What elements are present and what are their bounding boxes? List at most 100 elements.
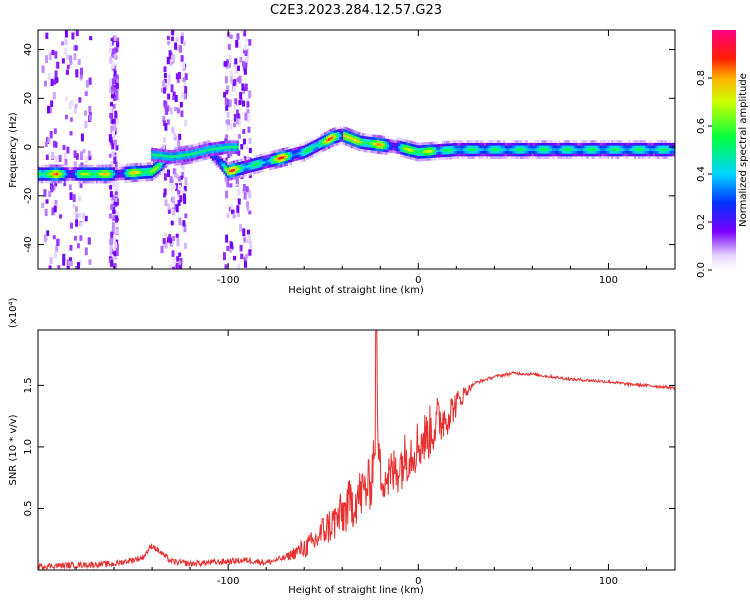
heatmap-ridge-cell [124, 166, 127, 170]
heatmap-ridge-cell [327, 135, 331, 139]
heatmap-ridge-cell [658, 153, 661, 157]
heatmap-noise-cell [88, 155, 92, 161]
heatmap-ridge-cell [270, 161, 274, 165]
heatmap-ridge-cell [65, 177, 68, 181]
heatmap-ridge-cell [316, 146, 319, 150]
heatmap-ridge-cell [537, 145, 540, 149]
heatmap-ridge-cell [538, 150, 542, 154]
heatmap-ridge-cell [474, 145, 477, 149]
heatmap-ridge-cell [409, 151, 412, 155]
heatmap-ridge-cell [320, 139, 323, 142]
heatmap-noise-cell [226, 179, 230, 188]
heatmap-ridge-cell [52, 175, 55, 179]
heatmap-noise-cell [174, 42, 178, 50]
heatmap-ridge-cell [415, 158, 418, 161]
heatmap-ridge-cell [343, 136, 346, 140]
heatmap-ridge-cell [630, 148, 633, 151]
heatmap-ridge-cell [280, 156, 283, 160]
heatmap-noise-cell [170, 182, 174, 191]
heatmap-ridge-cell [666, 156, 669, 160]
heatmap-noise-cell [183, 80, 187, 88]
heatmap-ridge-cell [432, 144, 435, 148]
heatmap-ridge-cell [537, 140, 540, 143]
heatmap-ridge-cell [177, 146, 180, 150]
heatmap-ridge-cell [516, 142, 519, 146]
heatmap-ridge-cell [649, 150, 652, 154]
heatmap-noise-cell [169, 60, 173, 66]
heatmap-noise-cell [240, 144, 244, 150]
heatmap-ridge-cell [143, 176, 146, 179]
heatmap-ridge-cell [225, 159, 228, 163]
heatmap-ridge-cell [75, 175, 78, 179]
heatmap-ridge-cell [580, 153, 584, 157]
heatmap-x-ticks: -100 0 100 [75, 30, 647, 286]
heatmap-ridge-cell [234, 168, 237, 171]
heatmap-noise-cell [85, 79, 89, 88]
heatmap-noise-cell [113, 74, 117, 81]
heatmap-noise-cell [178, 184, 182, 189]
heatmap-noise-cell [234, 58, 238, 65]
heatmap-ridge-cell [485, 142, 488, 146]
heatmap-ridge-cell [578, 153, 582, 157]
heatmap-ridge-cell [92, 180, 95, 184]
heatmap-ridge-cell [500, 148, 504, 151]
heatmap-ridge-cell [299, 143, 302, 147]
heatmap-ridge-cell [527, 148, 530, 151]
heatmap-branch-cell [164, 160, 167, 163]
heatmap-x-axis-label: Height of straight line (km) [288, 285, 424, 296]
heatmap-noise-cell [168, 264, 172, 269]
heatmap-ridge-cell [86, 169, 89, 173]
heatmap-noise-cell [225, 234, 229, 243]
heatmap-ridge-cell [409, 148, 412, 152]
heatmap-ridge-cell [255, 154, 258, 158]
heatmap-noise-cell [176, 237, 180, 243]
heatmap-ridge-cell [622, 150, 625, 154]
heatmap-ridge-cell [164, 165, 167, 169]
heatmap-ridge-cell [257, 156, 260, 160]
heatmap-ridge-cell [208, 156, 211, 160]
heatmap-ridge-cell [478, 142, 481, 146]
heatmap-ridge-cell [468, 142, 471, 146]
heatmap-ridge-cell [90, 164, 93, 168]
heatmap-ridge-cell [516, 145, 519, 149]
heatmap-noise-cell [69, 131, 73, 136]
heatmap-ridge-cell [202, 141, 205, 145]
heatmap-noise-cell [115, 92, 119, 101]
heatmap-ridge-cell [57, 180, 61, 184]
heatmap-ridge-cell [405, 155, 409, 159]
heatmap-branch-cell [215, 147, 218, 151]
heatmap-ridge-cell [468, 156, 471, 160]
heatmap-ridge-cell [483, 148, 487, 151]
heatmap-ridge-cell [487, 142, 490, 146]
heatmap-ridge-cell [71, 169, 74, 173]
heatmap-noise-cell [228, 62, 232, 68]
heatmap-ridge-cell [145, 162, 148, 166]
heatmap-ridge-cell [403, 152, 407, 156]
heatmap-branch-cell [208, 142, 211, 146]
heatmap-ridge-cell [445, 140, 449, 144]
heatmap-ridge-cell [324, 134, 327, 138]
heatmap-ridge-cell [118, 169, 121, 173]
heatmap-noise-cell [80, 67, 84, 76]
heatmap-branch-cell [215, 141, 218, 145]
heatmap-ridge-cell [421, 158, 424, 162]
heatmap-ridge-cell [365, 133, 369, 137]
heatmap-branch-cell [200, 152, 203, 156]
heatmap-ridge-cell [523, 156, 526, 160]
heatmap-ridge-cell [616, 148, 620, 151]
heatmap-ridge-cell [52, 164, 55, 168]
heatmap-ridge-cell [229, 177, 232, 181]
heatmap-ridge-cell [88, 164, 91, 168]
heatmap-ridge-cell [383, 146, 386, 150]
heatmap-noise-cell [179, 195, 183, 203]
heatmap-noise-cell [233, 255, 237, 261]
heatmap-ridge-cell [504, 153, 507, 157]
heatmap-ridge-cell [272, 161, 275, 164]
heatmap-noise-cell [112, 209, 116, 214]
heatmap-ridge-cell [343, 131, 346, 135]
heatmap-branch-cell [200, 150, 203, 153]
heatmap-noise-cell [242, 183, 246, 192]
heatmap-branch-cell [229, 148, 232, 152]
heatmap-ridge-cell [442, 143, 445, 147]
heatmap-ridge-cell [428, 149, 431, 153]
